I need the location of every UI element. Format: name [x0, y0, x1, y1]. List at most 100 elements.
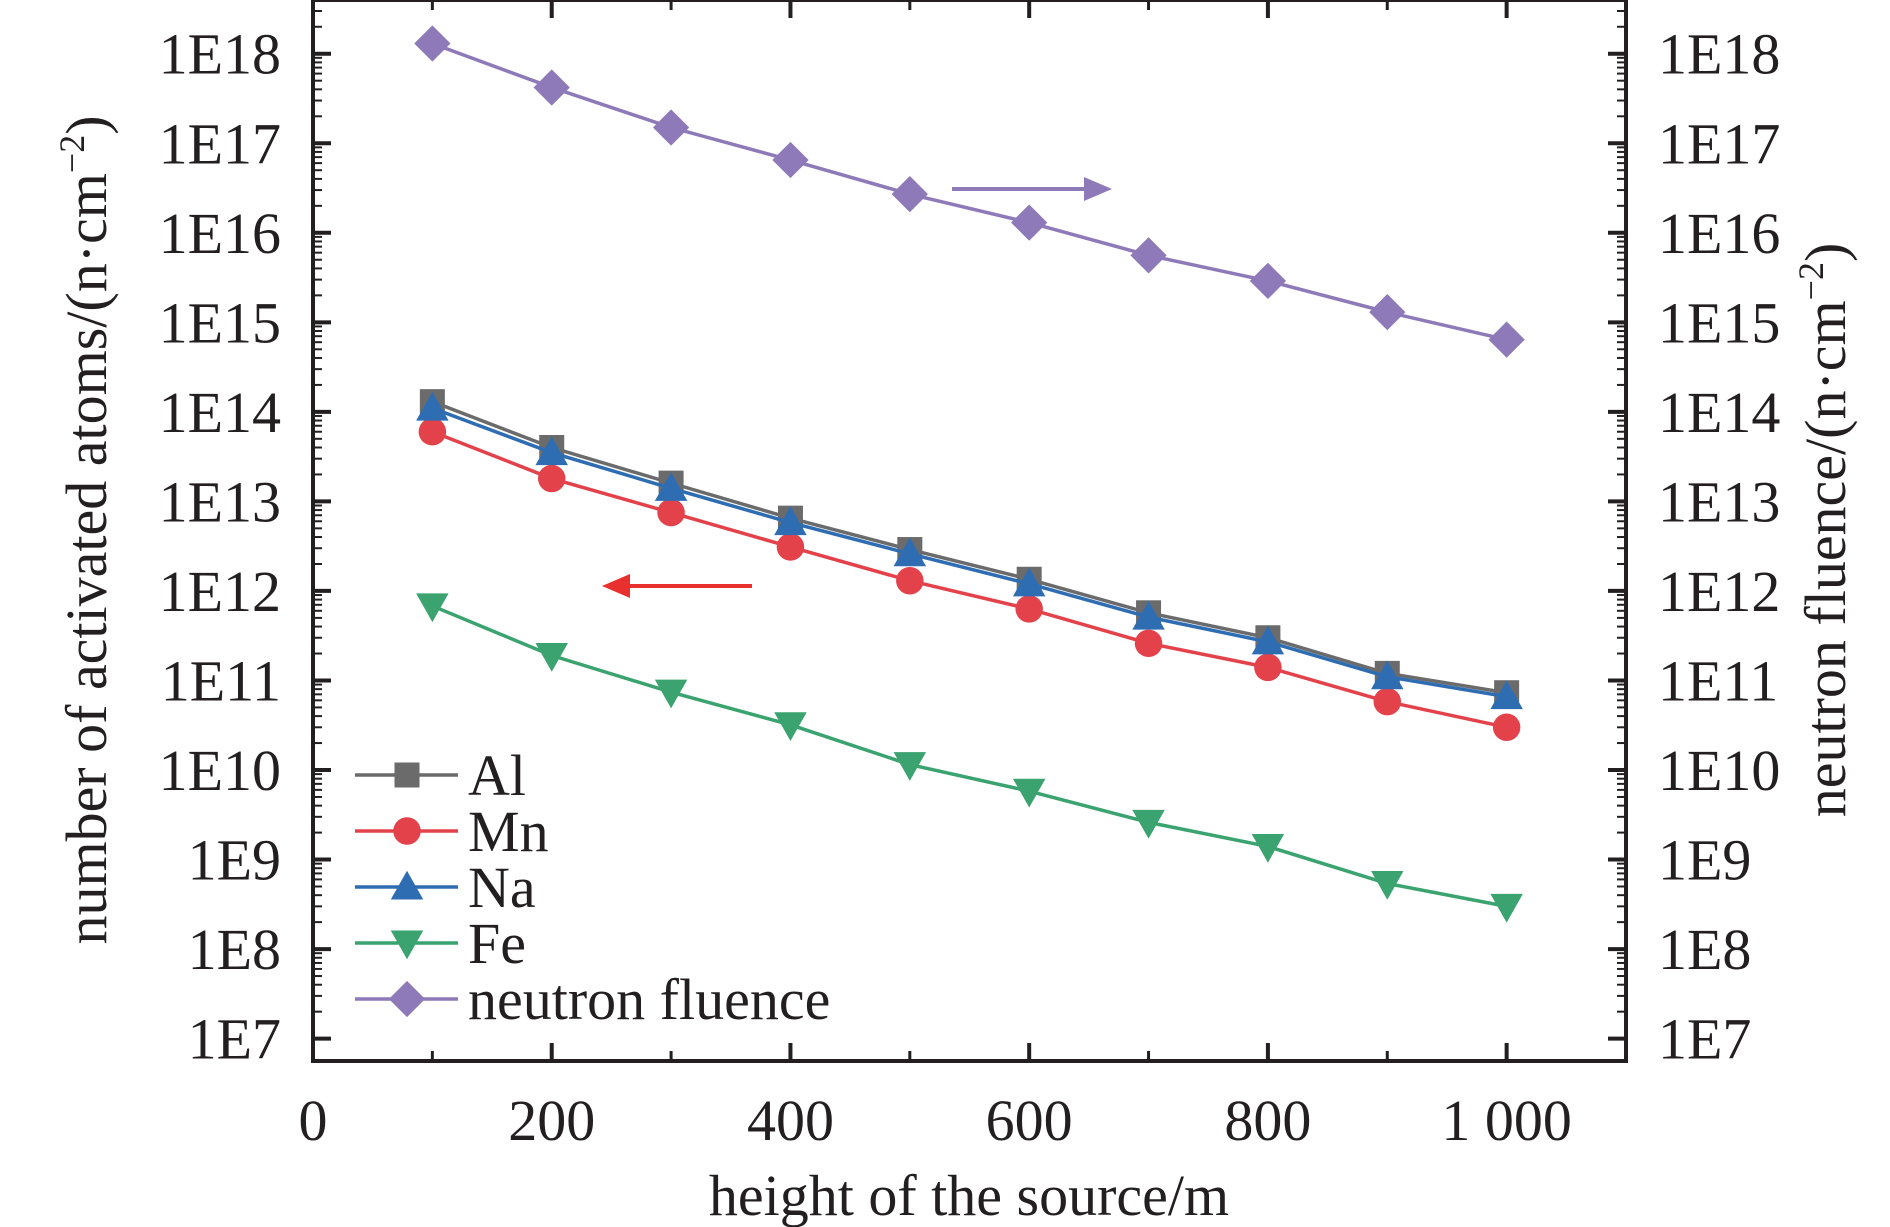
legend-label: Mn: [468, 799, 549, 864]
data-point: [1132, 600, 1165, 630]
data-point: [657, 498, 685, 527]
x-tick-label: 800: [1224, 1088, 1311, 1153]
x-tick-label: 200: [508, 1088, 595, 1153]
y-tick-label-right: 1E15: [1658, 290, 1780, 355]
x-tick-label: 0: [299, 1088, 328, 1153]
data-point: [774, 712, 807, 742]
series-layer: [414, 25, 1525, 923]
series-line: [431, 406, 1507, 699]
series-na: [416, 391, 1523, 710]
y-tick-label-right: 1E16: [1658, 201, 1780, 266]
y-tick-label-left: 1E7: [188, 1007, 281, 1072]
data-point: [1132, 809, 1165, 839]
data-point: [416, 391, 449, 421]
y-tick-label-right: 1E17: [1658, 111, 1780, 176]
data-point: [418, 417, 447, 446]
legend-item: neutron fluence: [355, 967, 830, 1032]
data-point: [1015, 595, 1043, 623]
data-point: [654, 472, 688, 501]
data-point: [533, 69, 570, 106]
legend-marker: [394, 762, 420, 788]
data-point: [1373, 687, 1402, 716]
x-axis-title: height of the source/m: [709, 1163, 1229, 1227]
data-point: [1369, 294, 1406, 331]
series-line: [431, 430, 1508, 729]
data-point: [891, 176, 928, 213]
y-tick-label-right: 1E13: [1658, 469, 1780, 534]
y-tick-label-left: 1E15: [159, 290, 281, 355]
data-point: [1371, 660, 1404, 690]
y-tick-label-right: 1E18: [1658, 22, 1780, 87]
data-point: [1130, 237, 1167, 274]
y-axis-title-right: neutron fluence/(n·cm−2): [1791, 243, 1858, 818]
data-point: [414, 25, 451, 62]
plot-frame: [311, 0, 1628, 1063]
y-tick-label-right: 1E12: [1658, 559, 1780, 624]
series-fe: [416, 593, 1523, 923]
y-axis-title-left: number of activated atoms/(n·cm−2): [52, 115, 119, 944]
legend-item: Al: [355, 743, 526, 808]
data-point: [893, 752, 927, 781]
legend-marker: [393, 817, 421, 845]
y-tick-label-right: 1E8: [1658, 917, 1751, 982]
legend-marker: [388, 980, 426, 1018]
left-axis-arrow: [602, 574, 752, 598]
legend-label: Fe: [468, 911, 526, 976]
y-tick-label-right: 1E9: [1658, 828, 1751, 893]
data-point: [537, 464, 566, 493]
data-point: [896, 566, 924, 595]
data-point: [652, 109, 690, 146]
x-tick-label: 600: [986, 1088, 1073, 1153]
y-tick-label-left: 1E18: [159, 22, 281, 87]
data-point: [774, 506, 807, 536]
series-line: [431, 604, 1507, 909]
series-line: [431, 400, 1507, 695]
x-tick-label: 1 000: [1441, 1088, 1572, 1153]
y-tick-label-left: 1E17: [159, 111, 281, 176]
legend-item: Mn: [355, 799, 549, 864]
series-neutron-fluence: [414, 25, 1525, 358]
data-point: [654, 679, 688, 709]
data-point: [1371, 871, 1404, 900]
data-point: [535, 436, 568, 466]
y-tick-label-left: 1E11: [161, 648, 281, 713]
data-point: [416, 593, 449, 623]
right-axis-arrow: [952, 177, 1112, 201]
y-tick-label-right: 1E14: [1658, 380, 1780, 445]
data-point: [1134, 629, 1163, 658]
y-tick-label-left: 1E16: [159, 201, 281, 266]
data-point: [1012, 778, 1046, 808]
data-point: [1251, 625, 1285, 655]
y-tick-label-left: 1E8: [188, 917, 281, 982]
data-point: [1490, 680, 1523, 710]
legend-label: neutron fluence: [468, 967, 830, 1032]
data-point: [893, 537, 927, 567]
y-tick-label-right: 1E7: [1658, 1007, 1751, 1072]
series-al: [419, 389, 1520, 706]
data-point: [776, 533, 805, 561]
data-point: [1011, 204, 1048, 241]
legend-label: Na: [468, 855, 536, 920]
data-point: [1488, 321, 1525, 358]
data-point: [535, 643, 568, 672]
ticks: 0 200 400 600 800 1 000 1E7 1E7 1E8 1E8 1E9 1E9 1E10…: [159, 0, 1780, 1153]
legend-item: Na: [355, 855, 536, 920]
legend-marker: [390, 930, 424, 960]
series-mn: [418, 417, 1521, 742]
legend-label: Al: [468, 743, 526, 808]
data-point: [1492, 713, 1521, 742]
y-tick-label-left: 1E14: [159, 380, 281, 445]
y-tick-label-left: 1E10: [159, 738, 281, 803]
y-tick-label-right: 1E10: [1658, 738, 1780, 803]
y-tick-label-left: 1E9: [188, 828, 281, 893]
legend-item: Fe: [355, 911, 526, 976]
x-tick-label: 400: [747, 1088, 834, 1153]
legend-marker: [390, 870, 424, 900]
data-point: [1249, 262, 1287, 300]
series-line: [431, 41, 1508, 342]
data-point: [1012, 567, 1046, 597]
data-point: [772, 141, 809, 179]
data-point: [1490, 893, 1523, 923]
